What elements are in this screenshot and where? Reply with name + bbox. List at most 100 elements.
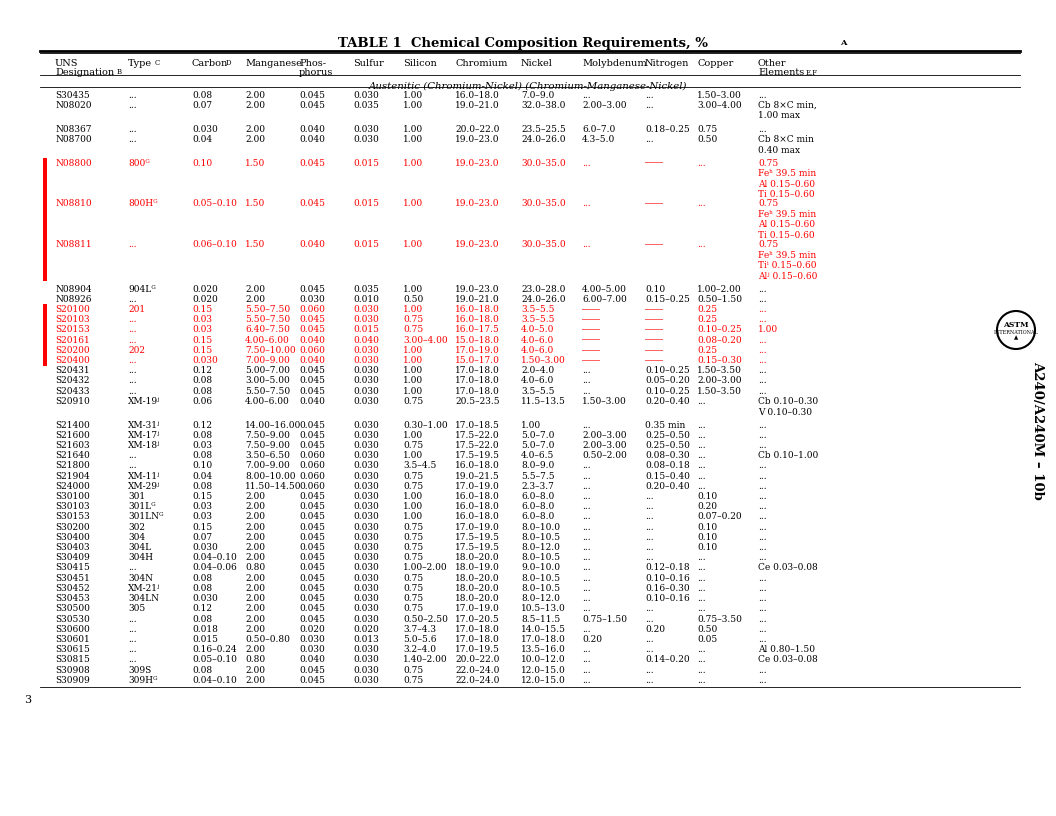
Text: 0.10: 0.10 [192, 158, 212, 168]
Text: 0.12: 0.12 [192, 421, 212, 430]
Text: ...: ... [582, 462, 590, 471]
Text: S30415: S30415 [55, 564, 90, 573]
Text: ...: ... [758, 512, 767, 521]
Text: 11.50–14.50: 11.50–14.50 [245, 482, 302, 491]
Text: 0.045: 0.045 [299, 366, 325, 375]
Text: 0.04–0.10: 0.04–0.10 [192, 553, 237, 562]
Text: 1.00: 1.00 [403, 305, 423, 314]
Text: 16.0–18.0: 16.0–18.0 [455, 462, 499, 471]
Bar [43, 304, 48, 366]
Text: 304: 304 [128, 533, 145, 542]
Text: 0.07: 0.07 [192, 100, 212, 109]
Text: 0.030: 0.030 [353, 451, 379, 460]
Text: 20.0–22.0: 20.0–22.0 [455, 655, 499, 664]
Text: 5.0–5.6: 5.0–5.6 [403, 635, 436, 644]
Text: 0.08: 0.08 [192, 482, 212, 491]
Text: 17.0–18.5: 17.0–18.5 [455, 421, 499, 430]
Text: 17.0–18.0: 17.0–18.0 [455, 366, 499, 375]
Text: ...: ... [128, 614, 136, 623]
Text: 1.00: 1.00 [403, 158, 423, 168]
Text: 0.040: 0.040 [299, 397, 325, 406]
Text: ――: ―― [645, 326, 663, 335]
Text: 17.0–20.5: 17.0–20.5 [455, 614, 499, 623]
Text: ...: ... [128, 240, 136, 250]
Text: 0.03: 0.03 [192, 326, 212, 335]
Text: 19.0–21.0: 19.0–21.0 [455, 295, 499, 304]
Text: 18.0–20.0: 18.0–20.0 [455, 594, 499, 603]
Text: 0.030: 0.030 [353, 462, 379, 471]
Text: 12.0–15.0: 12.0–15.0 [521, 676, 566, 685]
Text: 17.5–22.0: 17.5–22.0 [455, 441, 499, 450]
Text: 0.030: 0.030 [353, 584, 379, 593]
Text: ...: ... [697, 397, 705, 406]
Text: 2.00: 2.00 [245, 574, 265, 583]
Text: 0.08–0.18: 0.08–0.18 [645, 462, 690, 471]
Text: ...: ... [582, 574, 590, 583]
Text: 0.030: 0.030 [299, 645, 325, 654]
Text: 3.50–6.50: 3.50–6.50 [245, 451, 290, 460]
Text: 16.0–18.0: 16.0–18.0 [455, 503, 499, 512]
Text: 16.0–18.0: 16.0–18.0 [455, 305, 499, 314]
Text: ...: ... [582, 472, 590, 481]
Text: ...: ... [758, 125, 767, 134]
Text: 0.10–0.16: 0.10–0.16 [645, 574, 690, 583]
Text: 301LNᴳ: 301LNᴳ [128, 512, 164, 521]
Text: 202: 202 [128, 346, 145, 355]
Text: ...: ... [758, 315, 767, 324]
Text: 2.0–4.0: 2.0–4.0 [521, 366, 554, 375]
Text: 0.08: 0.08 [192, 431, 212, 440]
Text: 8.0–10.5: 8.0–10.5 [521, 574, 560, 583]
Text: ...: ... [645, 533, 654, 542]
Text: 0.75: 0.75 [403, 666, 423, 675]
Text: 0.035: 0.035 [353, 100, 379, 109]
Text: ...: ... [697, 655, 705, 664]
Text: 0.75: 0.75 [403, 326, 423, 335]
Text: 0.045: 0.045 [299, 533, 325, 542]
Text: 0.020: 0.020 [299, 625, 325, 634]
Text: 2.00: 2.00 [245, 645, 265, 654]
Text: 13.5–16.0: 13.5–16.0 [521, 645, 566, 654]
Text: 19.0–23.0: 19.0–23.0 [455, 158, 499, 168]
Text: phorus: phorus [299, 68, 334, 77]
Text: 0.15: 0.15 [192, 346, 212, 355]
Text: 0.060: 0.060 [299, 482, 325, 491]
Text: 1.00: 1.00 [521, 421, 541, 430]
Text: S30815: S30815 [55, 655, 90, 664]
Text: 0.25: 0.25 [697, 315, 717, 324]
Text: 0.030: 0.030 [299, 295, 325, 304]
Text: 20.5–23.5: 20.5–23.5 [455, 397, 499, 406]
Text: Ce 0.03–0.08: Ce 0.03–0.08 [758, 655, 817, 664]
Text: ...: ... [758, 533, 767, 542]
Text: 1.00: 1.00 [403, 346, 423, 355]
Text: ...: ... [645, 666, 654, 675]
Text: ...: ... [645, 100, 654, 109]
Text: 14.00–16.00: 14.00–16.00 [245, 421, 301, 430]
Text: 1.50: 1.50 [245, 158, 265, 168]
Text: ...: ... [582, 605, 590, 614]
Text: 17.5–19.5: 17.5–19.5 [455, 543, 499, 552]
Text: 1.50–3.50: 1.50–3.50 [697, 366, 742, 375]
Text: INTERNATIONAL: INTERNATIONAL [994, 330, 1038, 335]
Text: 8.5–11.5: 8.5–11.5 [521, 614, 561, 623]
Text: ...: ... [128, 315, 136, 324]
Text: ...: ... [128, 635, 136, 644]
Text: 0.75: 0.75 [758, 158, 778, 168]
Text: ...: ... [758, 431, 767, 440]
Text: 0.030: 0.030 [353, 543, 379, 552]
Text: ...: ... [697, 240, 705, 250]
Text: 0.75: 0.75 [403, 441, 423, 450]
Text: ...: ... [697, 594, 705, 603]
Text: 8.0–10.5: 8.0–10.5 [521, 533, 560, 542]
Text: ...: ... [128, 645, 136, 654]
Text: ...: ... [697, 574, 705, 583]
Text: N08020: N08020 [55, 100, 92, 109]
Text: 2.00: 2.00 [245, 666, 265, 675]
Text: 8.00–10.00: 8.00–10.00 [245, 472, 296, 481]
Text: 0.030: 0.030 [353, 356, 379, 365]
Text: 0.030: 0.030 [353, 492, 379, 501]
Text: ...: ... [697, 482, 705, 491]
Text: ...: ... [645, 135, 654, 144]
Text: 17.0–18.0: 17.0–18.0 [455, 625, 499, 634]
Text: Other: Other [758, 59, 787, 68]
Text: 6.00–7.00: 6.00–7.00 [582, 295, 627, 304]
